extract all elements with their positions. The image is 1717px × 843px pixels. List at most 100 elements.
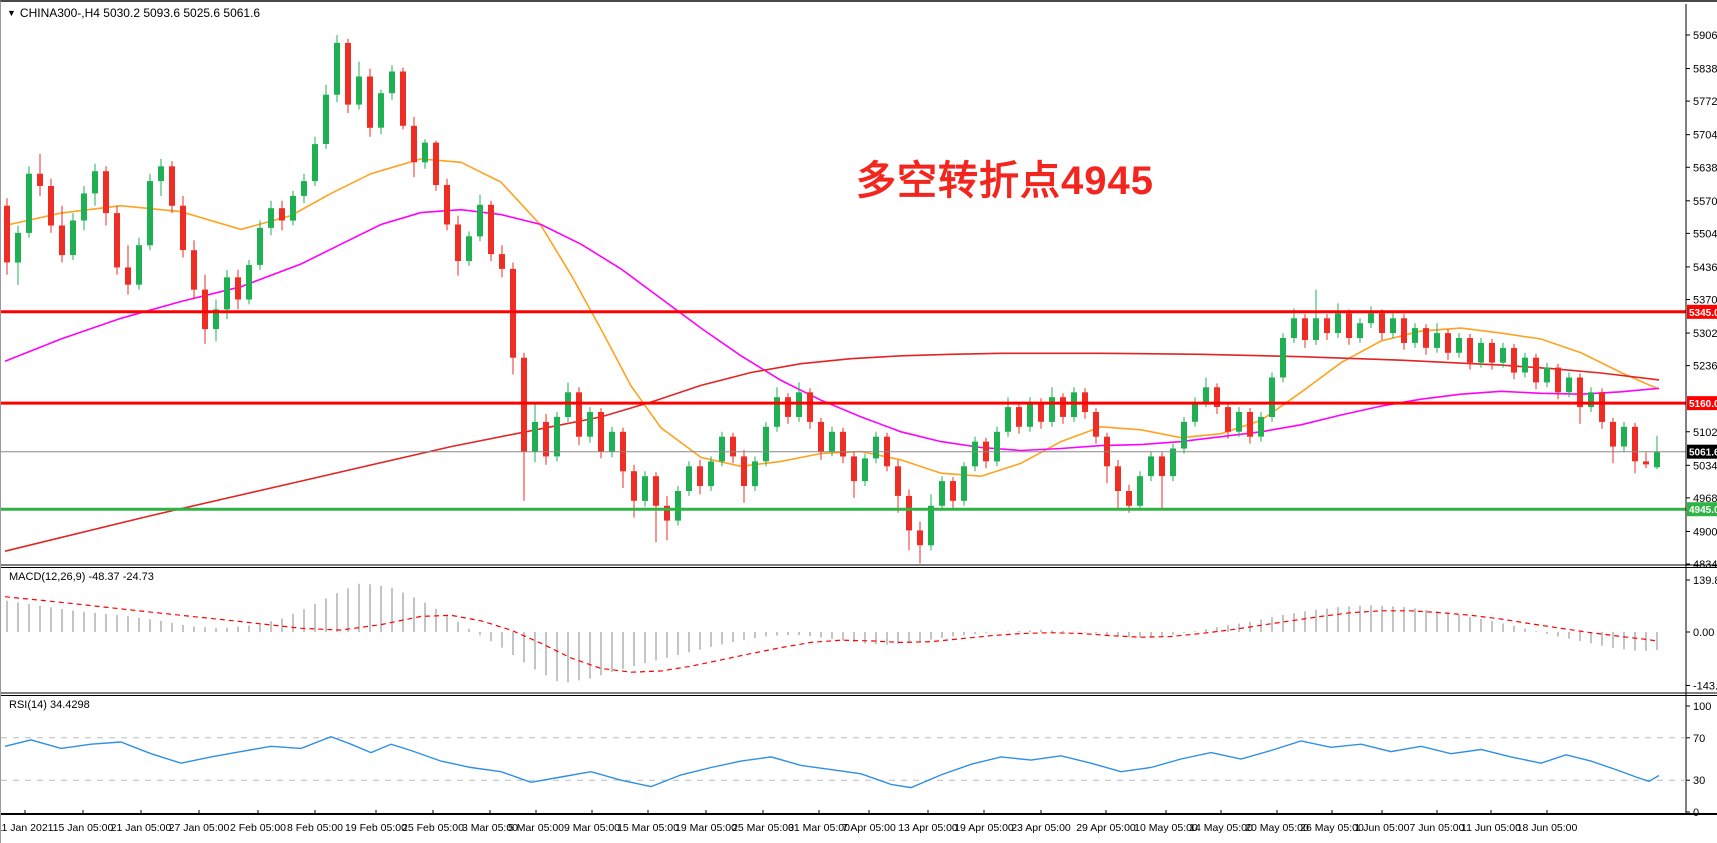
ma-medium-magenta	[4, 208, 1660, 452]
svg-text:5160.0: 5160.0	[1689, 399, 1717, 410]
svg-text:5772.0: 5772.0	[1693, 96, 1717, 108]
svg-text:30: 30	[1693, 775, 1705, 787]
candle-body	[1632, 426, 1638, 462]
candle-body	[1093, 412, 1099, 437]
candle-body	[235, 277, 241, 300]
candle-body	[411, 125, 417, 163]
svg-text:0.00: 0.00	[1693, 627, 1714, 639]
horizontal-lines	[1, 310, 1686, 511]
candle-body	[1060, 397, 1066, 417]
candle-body	[1225, 407, 1231, 432]
svg-text:8 Feb 05:00: 8 Feb 05:00	[287, 822, 343, 834]
svg-text:100: 100	[1693, 701, 1711, 713]
svg-text:11 Jun 05:00: 11 Jun 05:00	[1461, 822, 1521, 834]
svg-text:9 Mar 05:00: 9 Mar 05:00	[564, 822, 620, 834]
candle-body	[1137, 476, 1143, 506]
candle-body	[1170, 448, 1176, 477]
candle-body	[367, 76, 373, 128]
candle-body	[26, 173, 32, 233]
candle-body	[136, 245, 142, 285]
panel-borders	[1, 4, 1717, 815]
svg-text:5704.0: 5704.0	[1693, 130, 1717, 142]
candle-body	[1544, 367, 1550, 383]
candle-body	[1467, 338, 1473, 363]
candle-body	[1577, 377, 1583, 408]
candle-body	[1016, 407, 1022, 427]
candle-body	[356, 76, 362, 105]
svg-text:3 Mar 05:00: 3 Mar 05:00	[462, 822, 518, 834]
candle-body	[1126, 491, 1132, 506]
candle-body	[719, 436, 725, 462]
axis-price-boxes: 5345.0 5160.0 4945.0 5061.6	[1687, 304, 1717, 517]
candle-body	[763, 426, 769, 462]
candle-body	[697, 466, 703, 486]
candle-body	[290, 195, 296, 221]
candle-body	[785, 397, 791, 417]
candle-body	[1588, 392, 1594, 408]
candle-body	[268, 208, 274, 228]
candle-body	[334, 42, 340, 95]
candle-body	[829, 431, 835, 452]
svg-text:5638.0: 5638.0	[1693, 162, 1717, 174]
rsi-axis[interactable]: 100 70 30 0	[1686, 701, 1711, 819]
candle-body	[158, 166, 164, 182]
candle-body	[1445, 333, 1451, 353]
macd-axis[interactable]: 139.86 0.00 -143.82	[1686, 575, 1717, 692]
candle-body	[1412, 328, 1418, 343]
svg-text:4834.0: 4834.0	[1693, 559, 1717, 571]
svg-text:5838.0: 5838.0	[1693, 64, 1717, 76]
svg-text:15 Mar 05:00: 15 Mar 05:00	[617, 822, 679, 834]
candle-body	[257, 227, 263, 265]
candle-body	[1522, 357, 1528, 373]
svg-text:21 Jan 05:00: 21 Jan 05:00	[111, 822, 172, 834]
svg-text:5034.0: 5034.0	[1693, 460, 1717, 472]
candle-body	[466, 236, 472, 261]
candle-body	[1390, 318, 1396, 334]
candle-body	[1599, 392, 1605, 422]
svg-text:5570.0: 5570.0	[1693, 196, 1717, 208]
candle-body	[279, 208, 285, 221]
candle-body	[807, 392, 813, 422]
candle-body	[796, 392, 802, 417]
svg-text:20 May 05:00: 20 May 05:00	[1245, 822, 1309, 834]
svg-text:5906.0: 5906.0	[1693, 30, 1717, 42]
candle-body	[202, 289, 208, 330]
candle-body	[565, 392, 571, 417]
candle-body	[301, 181, 307, 196]
price-axis[interactable]: 5906.0 5838.0 5772.0 5704.0 5638.0 5570.0 5504…	[1686, 30, 1717, 571]
candle-body	[1280, 338, 1286, 378]
candle-body	[125, 267, 131, 285]
candle-body	[1533, 357, 1539, 383]
candle-body	[928, 505, 934, 546]
svg-text:14 May 05:00: 14 May 05:00	[1189, 822, 1253, 834]
candle-body	[1236, 412, 1242, 432]
svg-text:7 Apr 05:00: 7 Apr 05:00	[842, 822, 896, 834]
candle-body	[708, 461, 714, 487]
candle-body	[675, 491, 681, 521]
candle-body	[818, 421, 824, 452]
candle-body	[389, 71, 395, 94]
macd-signal-line	[4, 596, 1660, 673]
candle-body	[345, 42, 351, 105]
candle-body	[1401, 318, 1407, 343]
svg-text:18 Jun 05:00: 18 Jun 05:00	[1517, 822, 1578, 834]
candle-body	[994, 431, 1000, 462]
candle-body	[598, 412, 604, 452]
candle-body	[422, 142, 428, 163]
candle-body	[70, 220, 76, 255]
macd-histogram	[6, 583, 1658, 683]
candle-body	[840, 431, 846, 457]
chart-menu-icon[interactable]: ▼	[7, 8, 16, 18]
candle-body	[950, 481, 956, 501]
candle-body	[532, 421, 538, 452]
candle-body	[1478, 342, 1484, 363]
macd-indicator-label: MACD(12,26,9) -48.37 -24.73	[9, 571, 154, 583]
candle-body	[1379, 313, 1385, 333]
candle-body	[213, 309, 219, 330]
candle-body	[1005, 407, 1011, 432]
candle-body	[246, 265, 252, 300]
candle-body	[609, 431, 615, 452]
svg-text:29 Apr 05:00: 29 Apr 05:00	[1076, 822, 1136, 834]
